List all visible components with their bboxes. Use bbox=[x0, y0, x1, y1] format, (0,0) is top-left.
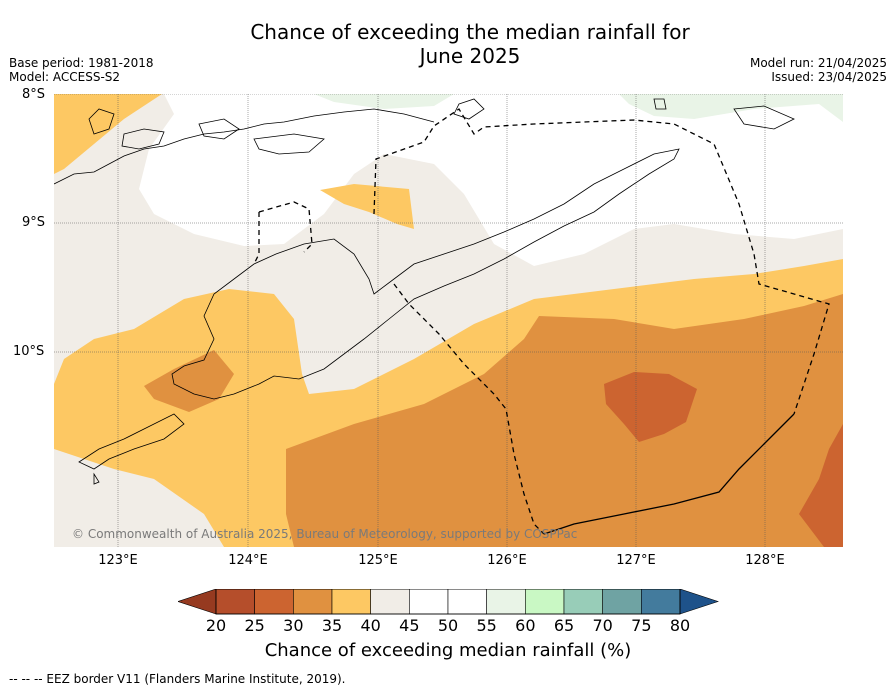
colorbar-cell bbox=[409, 589, 449, 615]
colorbar-tick-label: 25 bbox=[244, 616, 265, 635]
zone-25-30-center bbox=[604, 372, 697, 442]
colorbar-cell bbox=[602, 589, 642, 615]
lon-label-125e: 125°E bbox=[358, 553, 398, 568]
colorbar bbox=[178, 589, 719, 615]
eez-border bbox=[253, 108, 830, 535]
colorbar-cell bbox=[254, 589, 294, 615]
colorbar-tick-label: 75 bbox=[631, 616, 652, 635]
colorbar-tick-label: 40 bbox=[360, 616, 381, 635]
colorbar-tick-label: 50 bbox=[437, 616, 459, 635]
graticule bbox=[54, 94, 843, 547]
colorbar-cell bbox=[525, 589, 565, 615]
zone-35-40-north bbox=[320, 184, 414, 229]
lon-label-127e: 127°E bbox=[616, 553, 656, 568]
colorbar-cell bbox=[215, 589, 255, 615]
meta-left: Base period: 1981-2018 Model: ACCESS-S2 bbox=[9, 56, 154, 84]
colorbar-over-arrow bbox=[679, 589, 719, 615]
colorbar-cell bbox=[331, 589, 371, 615]
colorbar-tick-labels: 20 25 30 35 40 45 50 55 60 65 70 75 80 bbox=[0, 616, 896, 636]
colorbar-tick-label: 45 bbox=[399, 616, 420, 635]
model-run: Model run: 21/04/2025 bbox=[749, 56, 887, 70]
colorbar-under-arrow bbox=[178, 589, 217, 615]
copyright-text: © Commonwealth of Australia 2025, Bureau… bbox=[72, 527, 578, 541]
colorbar-outline bbox=[215, 589, 681, 615]
lat-label-9s: 9°S bbox=[22, 215, 46, 230]
title-line-1: Chance of exceeding the median rainfall … bbox=[250, 20, 690, 44]
title-line-2: June 2025 bbox=[419, 44, 521, 68]
colorbar-cell bbox=[447, 589, 487, 615]
meta-right: Model run: 21/04/2025 Issued: 23/04/2025 bbox=[750, 56, 887, 84]
lon-label-128e: 128°E bbox=[745, 553, 785, 568]
colorbar-tick-label: 55 bbox=[476, 616, 497, 635]
colorbar-tick-label: 60 bbox=[515, 616, 536, 635]
lon-label-126e: 126°E bbox=[487, 553, 527, 568]
colorbar-tick-label: 70 bbox=[592, 616, 613, 635]
zone-30-35-west bbox=[144, 350, 234, 412]
colorbar-tick-label: 65 bbox=[553, 616, 575, 635]
colorbar-tick-label: 30 bbox=[283, 616, 304, 635]
zone-25-30-east bbox=[799, 424, 843, 547]
colorbar-cells bbox=[215, 589, 681, 615]
zone-40-45-sw bbox=[54, 449, 224, 547]
colorbar-cell bbox=[641, 589, 681, 615]
colorbar-title: Chance of exceeding median rainfall (%) bbox=[264, 640, 632, 661]
zone-30-35-main bbox=[286, 294, 843, 547]
rainfall-map bbox=[54, 94, 843, 547]
coastlines bbox=[54, 98, 795, 485]
issued-date: Issued: 23/04/2025 bbox=[771, 70, 887, 84]
eez-footnote: -- -- -- EEZ border V11 (Flanders Marine… bbox=[9, 672, 346, 686]
colorbar-cell bbox=[486, 589, 526, 615]
colorbar-cell bbox=[370, 589, 410, 615]
zone-55-60-a bbox=[314, 94, 454, 109]
map-title: Chance of exceeding the median rainfall … bbox=[0, 20, 896, 68]
colorbar-tick-label: 20 bbox=[205, 616, 227, 635]
colorbar-cell bbox=[563, 589, 603, 615]
colorbar-cell bbox=[293, 589, 333, 615]
lon-label-123e: 123°E bbox=[98, 553, 138, 568]
zone-55-60-b bbox=[619, 94, 843, 122]
base-period: Base period: 1981-2018 bbox=[9, 56, 154, 70]
colorbar-tick-label: 80 bbox=[669, 616, 691, 635]
lat-label-8s: 8°S bbox=[22, 87, 46, 102]
zone-35-40-nw bbox=[54, 94, 162, 174]
colorbar-tick-label: 35 bbox=[321, 616, 343, 635]
lat-label-10s: 10°S bbox=[13, 344, 45, 359]
lon-label-124e: 124°E bbox=[228, 553, 268, 568]
model-name: Model: ACCESS-S2 bbox=[9, 70, 121, 84]
